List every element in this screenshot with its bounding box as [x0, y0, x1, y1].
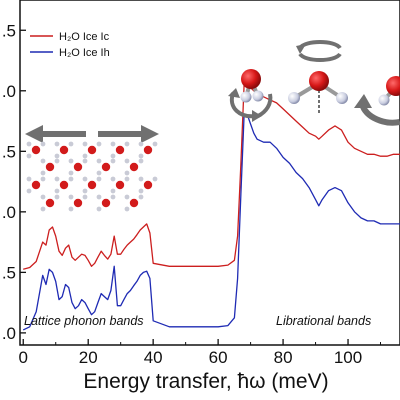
lattice-oxygen-atom [101, 198, 111, 208]
legend-label-ice-ic: H₂O Ice Ic [59, 31, 110, 43]
lattice-hydrogen-atom [82, 158, 88, 164]
lattice-hydrogen-atom [54, 194, 60, 200]
lattice-oxygen-atom [143, 145, 153, 155]
lattice-hydrogen-atom [82, 194, 88, 200]
lattice-oxygen-atom [59, 145, 69, 155]
lattice-hydrogen-atom [40, 206, 46, 212]
lattice-hydrogen-atom [54, 188, 60, 194]
lattice-hydrogen-atom [152, 141, 158, 147]
y-axis: .0 .5 .0 .5 .0 .5 [2, 21, 26, 343]
lattice-hydrogen-atom [82, 176, 88, 182]
lattice-hydrogen-atom [40, 141, 46, 147]
lattice-hydrogen-atom [68, 206, 74, 212]
lattice-hydrogen-atom [40, 194, 46, 200]
lattice-hydrogen-atom [40, 158, 46, 164]
lattice-oxygen-atom [45, 198, 55, 208]
lattice-oxygen-atom [45, 162, 55, 172]
lattice-hydrogen-atom [54, 158, 60, 164]
lattice-hydrogen-atom [124, 176, 130, 182]
x-tick-label: 0 [19, 348, 28, 367]
lattice-hydrogen-atom [68, 176, 74, 182]
x-axis-title: Energy transfer, ħω (meV) [83, 370, 328, 393]
lattice-hydrogen-atom [124, 194, 130, 200]
lattice-oxygen-atom [87, 180, 97, 190]
x-tick-label: 40 [144, 348, 163, 367]
lattice-hydrogen-atom [110, 188, 116, 194]
lattice-hydrogen-atom [40, 170, 46, 176]
series-line-ice-ih [22, 114, 400, 331]
series-line-ice-ic [23, 78, 400, 270]
lattice-hydrogen-atom [96, 158, 102, 164]
lattice-hydrogen-atom [82, 153, 88, 159]
lattice-hydrogen-atom [26, 176, 32, 182]
lattice-hydrogen-atom [68, 170, 74, 176]
libration-molecules-icon [228, 40, 400, 126]
lattice-hydrogen-atom [96, 141, 102, 147]
legend-label-ice-ih: H₂O Ice Ih [59, 47, 110, 59]
lattice-hydrogen-atom [138, 153, 144, 159]
lattice-hydrogen-atom [110, 153, 116, 159]
lattice-hydrogen-atom [82, 141, 88, 147]
lattice-oxygen-atom [129, 198, 139, 208]
lattice-hydrogen-atom [96, 176, 102, 182]
lattice-hydrogen-atom [152, 176, 158, 182]
x-axis: 0 20 40 60 80 100 [19, 339, 382, 367]
lattice-band-label: Lattice phonon bands [24, 314, 144, 328]
lattice-hydrogen-atom [138, 194, 144, 200]
x-tick-label: 80 [274, 348, 293, 367]
lattice-hydrogen-atom [124, 170, 130, 176]
lattice-hydrogen-atom [54, 153, 60, 159]
y-tick-label: .5 [2, 263, 16, 282]
librational-band-label: Librational bands [276, 314, 371, 328]
lattice-hydrogen-atom [82, 188, 88, 194]
lattice-hydrogen-atom [26, 188, 32, 194]
lattice-oxygen-atom [87, 145, 97, 155]
lattice-hydrogen-atom [26, 141, 32, 147]
lattice-oxygen-atom [101, 162, 111, 172]
ice-lattice-icon [26, 141, 158, 212]
lattice-oxygen-atom [31, 180, 41, 190]
lattice-hydrogen-atom [54, 176, 60, 182]
y-tick-label: .0 [2, 203, 16, 222]
y-tick-label: .5 [2, 21, 16, 40]
lattice-hydrogen-atom [96, 170, 102, 176]
lattice-hydrogen-atom [138, 141, 144, 147]
lattice-oxygen-atom [143, 180, 153, 190]
lattice-hydrogen-atom [96, 206, 102, 212]
lattice-hydrogen-atom [138, 176, 144, 182]
lattice-hydrogen-atom [124, 141, 130, 147]
lattice-hydrogen-atom [138, 158, 144, 164]
lattice-hydrogen-atom [54, 141, 60, 147]
lattice-hydrogen-atom [26, 153, 32, 159]
x-tick-label: 60 [209, 348, 228, 367]
lattice-hydrogen-atom [40, 176, 46, 182]
lattice-hydrogen-atom [110, 176, 116, 182]
series-layer [22, 78, 400, 331]
lattice-hydrogen-atom [96, 194, 102, 200]
lattice-hydrogen-atom [110, 194, 116, 200]
lattice-hydrogen-atom [110, 141, 116, 147]
lattice-oxygen-atom [73, 198, 83, 208]
lattice-oxygen-atom [129, 162, 139, 172]
lattice-oxygen-atom [73, 162, 83, 172]
lattice-oxygen-atom [115, 180, 125, 190]
y-tick-label: .0 [2, 324, 16, 343]
y-tick-label: .0 [2, 82, 16, 101]
legend: H₂O Ice Ic H₂O Ice Ih [30, 31, 110, 59]
lattice-hydrogen-atom [110, 158, 116, 164]
lattice-hydrogen-atom [124, 206, 130, 212]
lattice-oxygen-atom [115, 145, 125, 155]
lattice-hydrogen-atom [138, 188, 144, 194]
lattice-hydrogen-atom [124, 158, 130, 164]
lattice-oxygen-atom [59, 180, 69, 190]
plot-frame [19, 0, 400, 346]
y-tick-label: .5 [2, 142, 16, 161]
x-tick-label: 20 [79, 348, 98, 367]
lattice-oxygen-atom [31, 145, 41, 155]
lattice-hydrogen-atom [68, 141, 74, 147]
x-tick-label: 100 [334, 348, 362, 367]
lattice-hydrogen-atom [68, 158, 74, 164]
lattice-hydrogen-atom [68, 194, 74, 200]
